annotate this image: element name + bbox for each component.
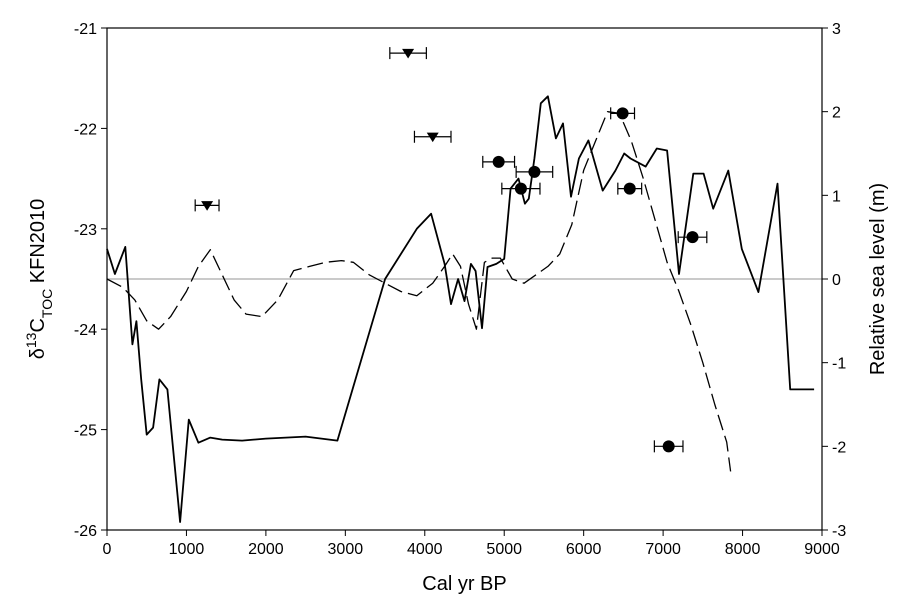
x-tick-label: 3000: [328, 541, 364, 558]
y-right-tick-label: 2: [832, 105, 841, 122]
x-tick-label: 6000: [566, 541, 602, 558]
y-right-tick-label: 3: [832, 21, 841, 38]
x-tick-label: 7000: [645, 541, 681, 558]
isotope-solid-line: [106, 95, 815, 523]
circle-marker: [623, 182, 636, 195]
triangle-point: [389, 47, 427, 60]
x-tick-label: 2000: [248, 541, 284, 558]
points-layer: [194, 47, 708, 453]
x-tick-label: 5000: [486, 541, 522, 558]
triangle-point: [413, 130, 452, 143]
circle-marker: [528, 165, 541, 178]
x-tick-label: 8000: [725, 541, 761, 558]
circle-marker: [686, 231, 699, 244]
ticks-layer: 0 1000 2000 3000 4000 5000 6000 7000 8000 9000 -26…: [74, 21, 846, 558]
y-left-label-main: C: [27, 318, 49, 332]
series-layer: [106, 95, 815, 523]
y-left-tick-label: -21: [74, 21, 97, 38]
circle-marker: [616, 107, 629, 120]
triangle-marker: [426, 132, 439, 143]
y-right-tick-label: 1: [832, 188, 841, 205]
circle-point: [610, 107, 636, 120]
y-axis-left-label: δ13CTOC KFN2010: [23, 199, 55, 360]
circle-marker: [662, 440, 675, 453]
y-left-tick-label: -22: [74, 121, 97, 138]
circle-point: [653, 440, 684, 453]
y-left-tick-label: -25: [74, 423, 97, 440]
x-tick-label: 1000: [169, 541, 205, 558]
y-left-label-sup: 13: [23, 332, 39, 348]
y-right-tick-label: 0: [832, 272, 841, 289]
x-axis-label: Cal yr BP: [422, 573, 506, 595]
y-right-tick-label: -2: [832, 439, 846, 456]
x-tick-label: 9000: [804, 541, 840, 558]
y-left-tick-label: -26: [74, 523, 97, 540]
y-left-tick-label: -24: [74, 322, 97, 339]
y-left-tick-label: -23: [74, 222, 97, 239]
triangle-point: [194, 199, 220, 212]
circle-point: [515, 165, 554, 178]
y-left-label-prefix: δ: [27, 348, 49, 359]
x-tick-label: 4000: [407, 541, 443, 558]
circle-point: [677, 231, 708, 244]
circle-point: [501, 182, 541, 195]
triangle-marker: [201, 201, 214, 211]
y-left-label-sub: TOC: [39, 289, 55, 318]
circle-marker: [492, 155, 505, 168]
sea-level-dashed-line: [106, 111, 732, 472]
y-axis-right-label: Relative sea level (m): [867, 183, 889, 375]
y-right-tick-label: -3: [832, 523, 846, 540]
triangle-marker: [402, 48, 415, 59]
circle-point: [617, 182, 643, 195]
circle-point: [482, 155, 516, 168]
y-right-tick-label: -1: [832, 356, 846, 373]
circle-marker: [514, 182, 527, 195]
y-left-label-suffix: KFN2010: [27, 199, 49, 289]
x-tick-label: 0: [103, 541, 112, 558]
